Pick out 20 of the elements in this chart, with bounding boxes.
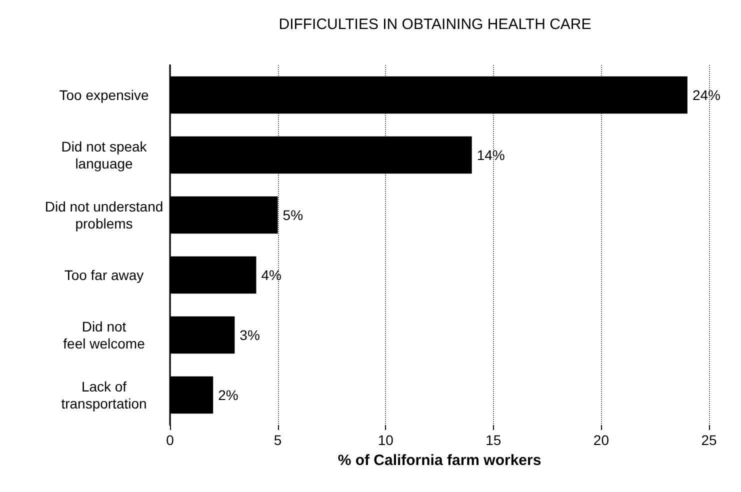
y-tick-label: Too expensive [59,87,149,103]
y-tick-label: Did not understand problems [44,198,164,232]
x-tick-label: 5 [274,432,282,448]
data-label: 14% [476,147,505,163]
x-axis-title: % of California farm workers [338,452,542,469]
y-tick-label: Did not feel welcome [63,318,146,352]
data-label: 5% [282,207,304,223]
data-label: 2% [218,387,238,403]
x-tick-label: 10 [378,432,394,448]
y-tick-label: Too far away [64,267,144,283]
x-tick-label: 25 [701,432,717,448]
x-tick-label: 20 [593,432,610,448]
x-tick-label: 0 [166,432,174,448]
data-label: 4% [261,267,282,283]
y-tick-label: Did not speak language [61,138,148,172]
y-tick-label: Lack of transportation [61,378,147,412]
x-tick-label: 15 [486,432,502,448]
chart-title: DIFFICULTIES IN OBTAINING HEALTH CARE [278,16,592,33]
data-label: 24% [692,87,720,103]
data-label: 3% [240,327,260,343]
